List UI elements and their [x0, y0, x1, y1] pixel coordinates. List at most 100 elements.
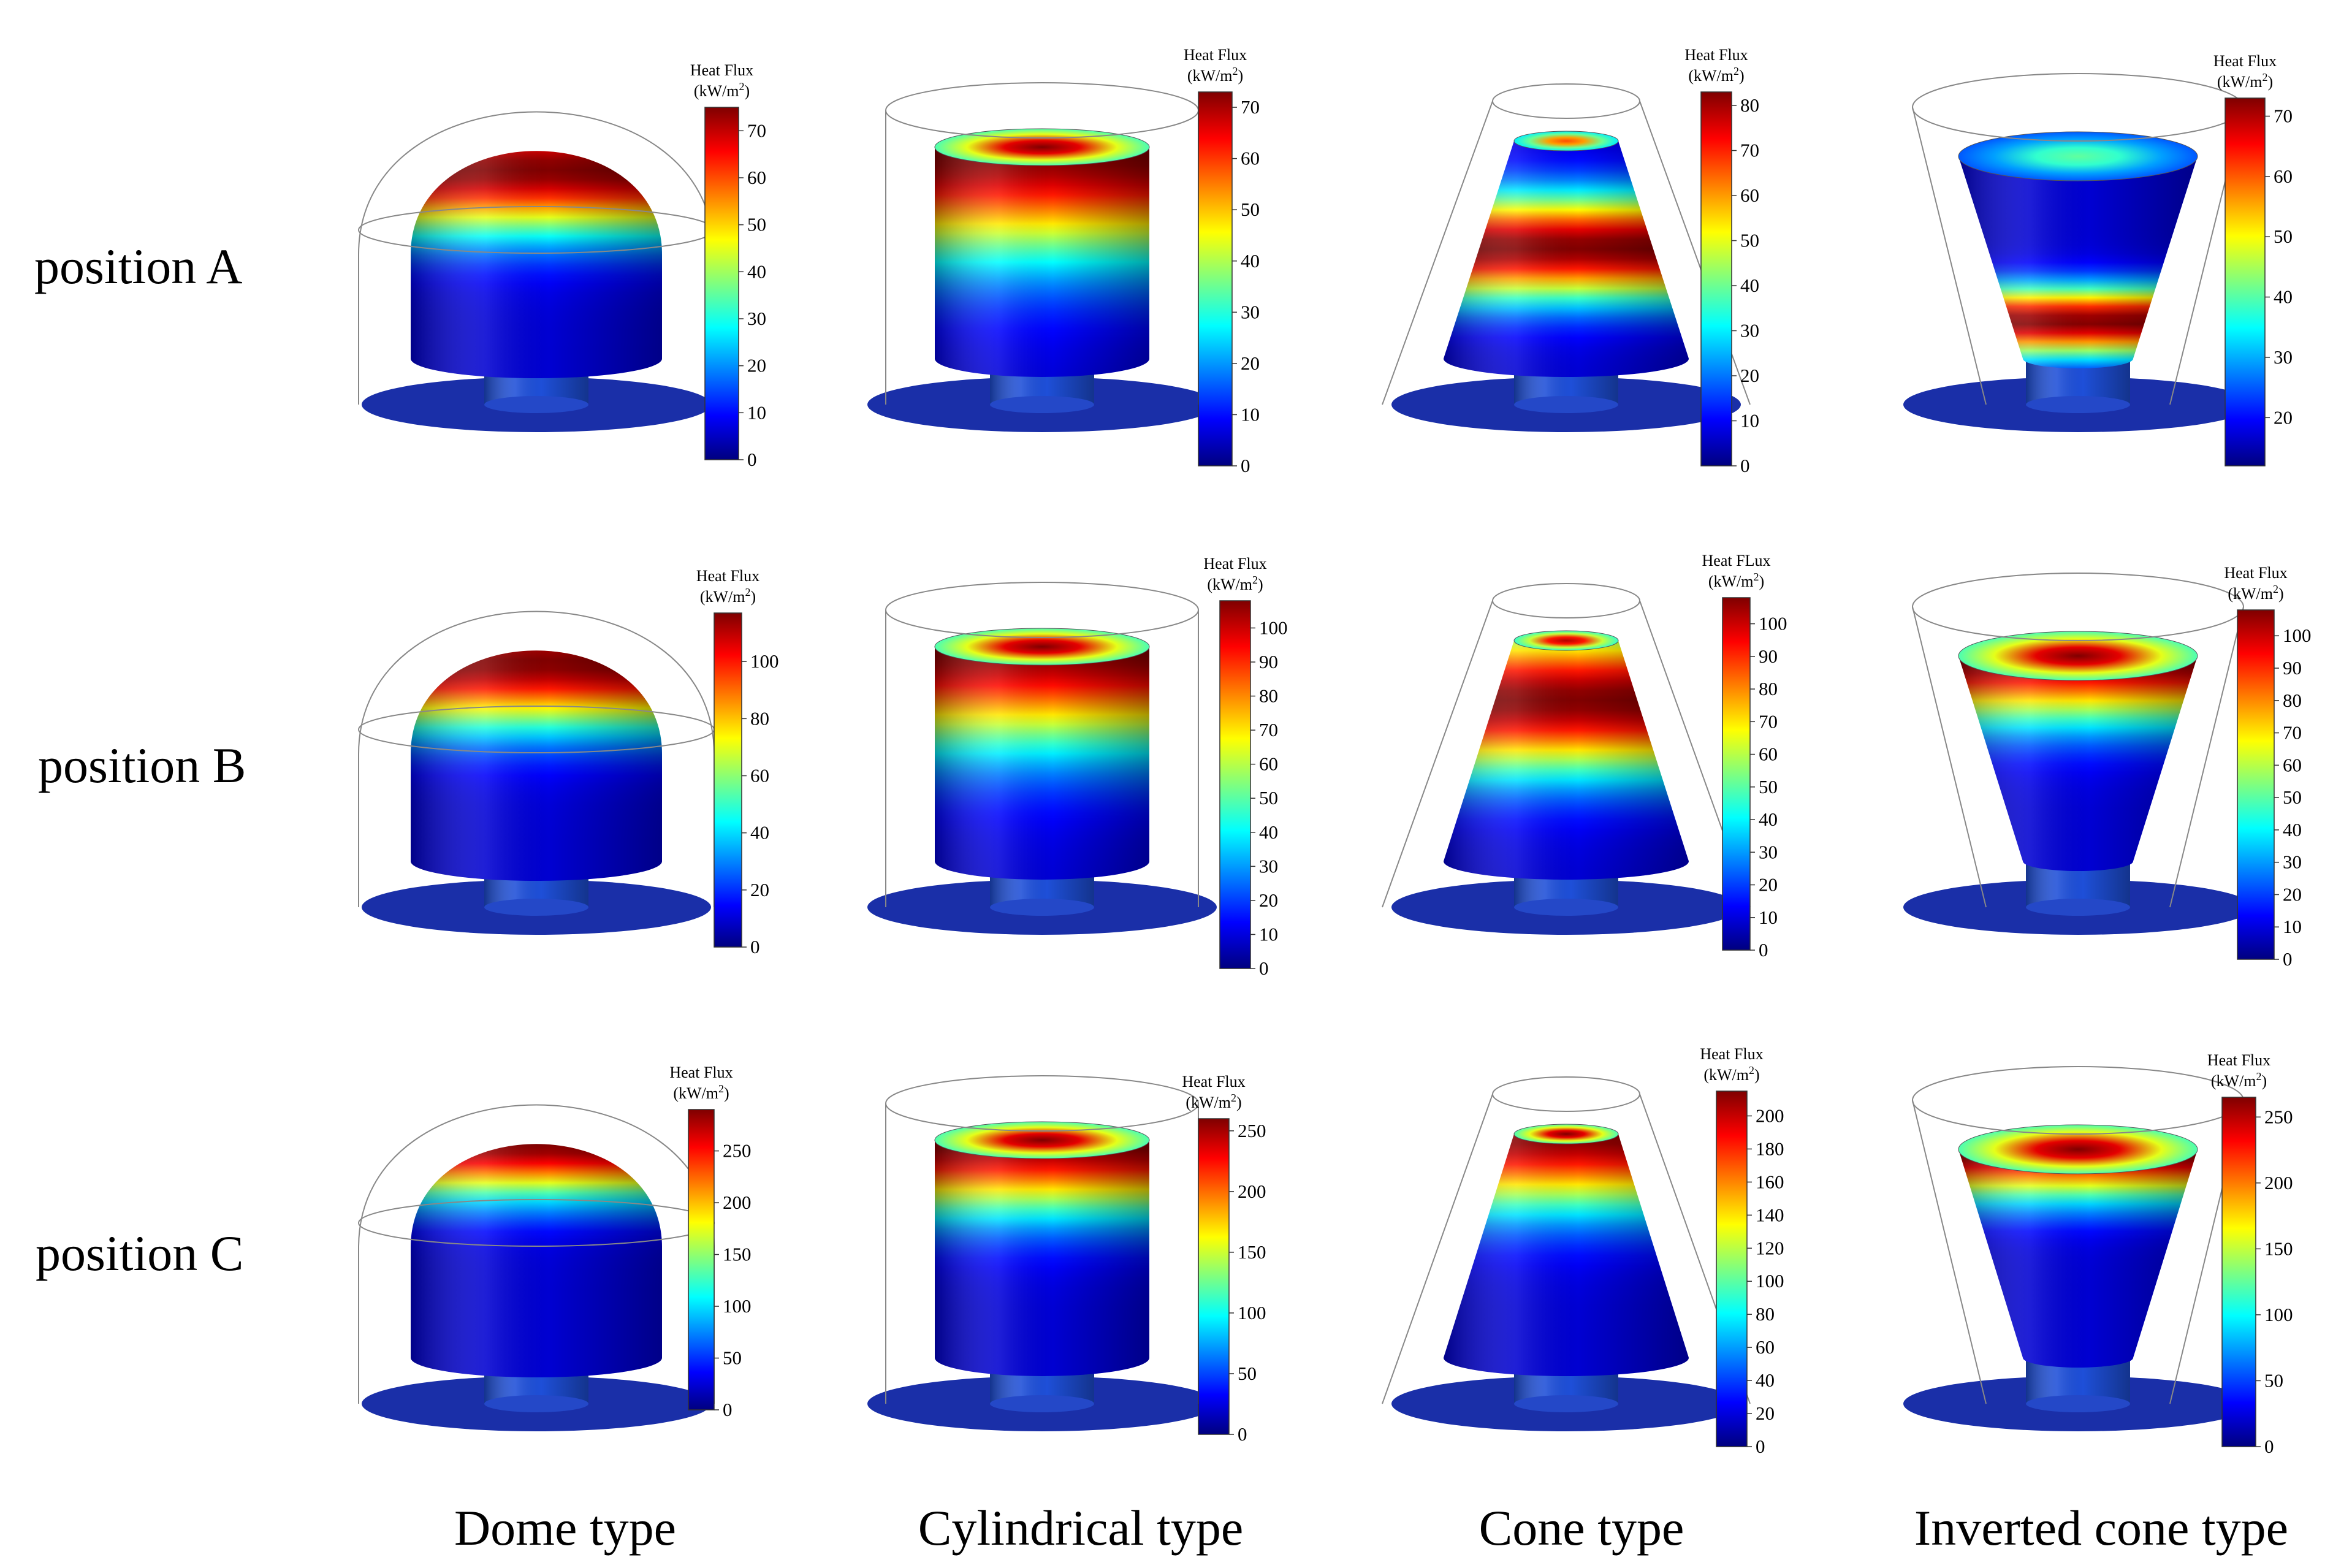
colorbar-tick-label: 50	[747, 214, 766, 235]
unit-prefix: (kW/m	[2217, 73, 2263, 91]
colorbar-tick-label: 40	[1259, 821, 1278, 843]
colorbar-tick-label: 30	[2274, 346, 2293, 368]
body-shading	[1444, 1134, 1689, 1376]
colorbar-tick-label: 0	[750, 936, 760, 957]
colorbar-tick-label: 30	[747, 308, 766, 329]
unit-suffix: )	[750, 588, 756, 606]
colorbar-tick-label: 30	[2283, 851, 2302, 873]
colorbar-tick-label: 0	[1238, 1423, 1247, 1445]
domain-wireframe	[358, 611, 715, 907]
colorbar-tick-label: 70	[747, 120, 766, 141]
colorbar-title: Heat FLux	[1702, 552, 1771, 569]
stem-bottom	[1514, 396, 1618, 413]
colorbar-tick-label: 80	[1740, 94, 1759, 116]
colorbar-tick-label: 70	[1740, 140, 1759, 161]
colorbar-tick-label: 50	[723, 1347, 742, 1369]
colorbar-tick-label: 0	[1241, 455, 1250, 476]
colorbar-title: Heat Flux	[1184, 46, 1247, 64]
colorbar-tick-label: 60	[1759, 744, 1778, 765]
colorbar-tick-label: 20	[1759, 874, 1778, 896]
colorbar-tick-label: 100	[1259, 617, 1288, 638]
colorbar-tick-label: 80	[1756, 1303, 1775, 1325]
colorbar-tick-label: 90	[1259, 651, 1278, 672]
unit-superscript: 2	[2273, 583, 2278, 595]
colorbar-title: Heat Flux	[1182, 1073, 1245, 1090]
unit-suffix: )	[2261, 1072, 2267, 1090]
stem-bottom	[484, 899, 588, 916]
colorbar-tick-label: 20	[1241, 352, 1260, 374]
colorbar-tick-label: 20	[1740, 365, 1759, 386]
colorbar-tick-label: 250	[2264, 1106, 2293, 1127]
colorbar-tick-label: 20	[1259, 889, 1278, 911]
colorbar-tick-label: 60	[747, 167, 766, 188]
column-label-cylindrical: Cylindrical type	[918, 1500, 1244, 1556]
stem-bottom	[1514, 899, 1618, 916]
unit-superscript: 2	[1232, 65, 1238, 77]
colorbar-unit: (kW/m2)	[694, 80, 750, 100]
colorbar-tick-label: 0	[1259, 957, 1269, 979]
colorbar-tick-label: 40	[747, 261, 766, 282]
unit-prefix: (kW/m	[694, 82, 739, 100]
colorbar-tick-label: 80	[750, 707, 769, 729]
colorbar-title: Heat Flux	[1684, 46, 1748, 64]
colorbar-tick-label: 10	[2283, 916, 2302, 937]
unit-superscript: 2	[2256, 1070, 2261, 1083]
unit-superscript: 2	[718, 1083, 724, 1095]
colorbar-title: Heat Flux	[2224, 564, 2287, 582]
colorbar-title: Heat Flux	[690, 61, 753, 79]
unit-prefix: (kW/m	[1703, 1066, 1749, 1084]
body-shading	[1444, 141, 1689, 377]
body-shading	[935, 647, 1149, 880]
column-label-dome: Dome type	[454, 1500, 676, 1556]
unit-superscript: 2	[1231, 1092, 1236, 1104]
colorbar-title: Heat Flux	[2207, 1051, 2270, 1069]
colorbar-fill	[1716, 1090, 1748, 1447]
colorbar-tick-label: 40	[1756, 1369, 1775, 1391]
colorbar-fill	[1198, 1118, 1230, 1435]
top-cap	[1513, 630, 1619, 651]
unit-suffix: )	[744, 82, 750, 100]
unit-prefix: (kW/m	[700, 588, 745, 606]
colorbar-unit: (kW/m2)	[2228, 583, 2283, 603]
colorbar-tick-label: 0	[723, 1399, 733, 1420]
colorbar-tick-label: 60	[750, 765, 769, 786]
colorbar-fill	[2221, 1097, 2256, 1447]
panel-cylinder-3: Heat Flux (kW/m2) 0 50 100 150 200 250	[867, 1073, 1266, 1445]
unit-suffix: )	[1258, 576, 1263, 593]
unit-suffix: )	[1238, 67, 1243, 85]
domain-wireframe-top	[885, 1075, 1199, 1132]
domain-wireframe-top	[885, 582, 1199, 638]
colorbar-tick-label: 60	[2283, 754, 2302, 775]
body-shading	[1958, 1149, 2198, 1368]
domain-wireframe	[885, 610, 1199, 907]
unit-prefix: (kW/m	[1708, 573, 1754, 590]
unit-superscript: 2	[1753, 571, 1759, 583]
colorbar-tick-label: 30	[1759, 841, 1778, 862]
colorbar-tick-label: 0	[1759, 939, 1768, 961]
colorbar-title: Heat Flux	[1203, 555, 1266, 573]
colorbar-unit: (kW/m2)	[2217, 71, 2273, 91]
colorbar-unit: (kW/m2)	[1207, 574, 1263, 593]
stem-bottom	[2026, 1395, 2130, 1412]
colorbar: Heat FLux (kW/m2) 0 10 20 30 40 50 60 70 80 90 100	[1702, 552, 1787, 961]
colorbar-tick-label: 20	[2283, 883, 2302, 905]
colorbar-tick-label: 0	[2283, 948, 2293, 970]
colorbar-tick-label: 50	[2283, 786, 2302, 808]
row-label-c: position C	[36, 1225, 243, 1281]
colorbar-tick-label: 20	[750, 879, 769, 900]
row-label-b: position B	[38, 737, 246, 793]
unit-suffix: )	[2267, 73, 2273, 91]
unit-suffix: )	[1739, 67, 1745, 85]
body-shading	[1958, 156, 2198, 368]
panel-cone-2: Heat FLux (kW/m2) 0 10 20 30 40 50 60 70 80 90 100	[1382, 552, 1787, 961]
colorbar-tick-label: 50	[1740, 230, 1759, 251]
colorbar-tick-label: 40	[2283, 819, 2302, 840]
colorbar-tick-label: 250	[1238, 1120, 1266, 1141]
